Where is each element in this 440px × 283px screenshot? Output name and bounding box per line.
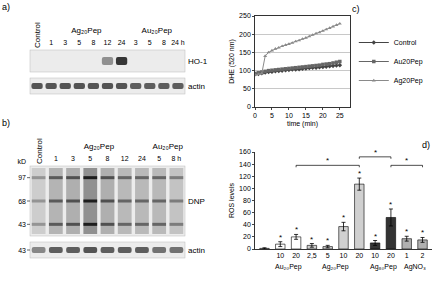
svg-text:1: 1: [49, 39, 53, 46]
svg-text:DHE (520 nm): DHE (520 nm): [228, 39, 236, 84]
svg-text:AgNO₃: AgNO₃: [404, 263, 426, 271]
svg-text:50: 50: [243, 85, 251, 92]
svg-text:*: *: [279, 233, 282, 242]
svg-text:5: 5: [326, 252, 330, 259]
svg-text:12: 12: [104, 39, 112, 46]
svg-text:Control: Control: [394, 39, 417, 46]
svg-text:150: 150: [239, 49, 251, 56]
svg-text:97: 97: [18, 174, 26, 181]
svg-text:actin: actin: [188, 246, 205, 255]
svg-text:0: 0: [247, 245, 251, 252]
svg-text:*: *: [310, 235, 313, 244]
svg-text:100: 100: [239, 185, 251, 192]
svg-text:Au20Pep: Au20Pep: [394, 58, 423, 66]
svg-text:20: 20: [243, 233, 251, 240]
svg-text:Control: Control: [33, 22, 42, 48]
svg-text:20: 20: [319, 112, 327, 119]
svg-text:60: 60: [243, 209, 251, 216]
svg-text:3: 3: [71, 155, 75, 162]
svg-text:5: 5: [88, 155, 92, 162]
svg-text:3: 3: [134, 39, 138, 46]
svg-text:43: 43: [18, 247, 26, 254]
svg-text:40: 40: [243, 221, 251, 228]
svg-text:80: 80: [243, 197, 251, 204]
svg-text:10: 10: [276, 252, 284, 259]
svg-text:HO-1: HO-1: [188, 57, 208, 66]
svg-text:Au₂₀Pep: Au₂₀Pep: [275, 263, 302, 271]
svg-text:200: 200: [239, 31, 251, 38]
svg-text:Control: Control: [35, 138, 44, 164]
svg-text:Au₂₀Pep: Au₂₀Pep: [142, 26, 173, 35]
svg-text:8: 8: [106, 155, 110, 162]
svg-text:24: 24: [138, 155, 146, 162]
svg-text:1: 1: [54, 155, 58, 162]
svg-text:2,5: 2,5: [307, 252, 317, 259]
svg-text:*: *: [342, 213, 345, 222]
svg-text:20: 20: [292, 252, 300, 259]
svg-text:20: 20: [355, 252, 363, 259]
svg-text:5: 5: [148, 39, 152, 46]
svg-text:0: 0: [253, 112, 257, 119]
svg-text:ROS levels: ROS levels: [228, 182, 235, 218]
svg-text:160: 160: [239, 148, 251, 155]
svg-text:*: *: [405, 227, 408, 236]
svg-text:*: *: [421, 228, 424, 237]
svg-text:*: *: [326, 236, 329, 245]
svg-text:*: *: [358, 169, 361, 178]
svg-text:b): b): [2, 118, 10, 128]
svg-text:8: 8: [162, 39, 166, 46]
svg-text:d): d): [422, 140, 430, 150]
svg-text:24 h: 24 h: [171, 39, 185, 46]
svg-text:10: 10: [285, 112, 293, 119]
svg-text:250: 250: [239, 12, 251, 19]
svg-text:Ag₂₀Pep: Ag₂₀Pep: [71, 26, 102, 35]
svg-text:43: 43: [18, 221, 26, 228]
svg-text:Ag₂₀Pep: Ag₂₀Pep: [322, 263, 349, 271]
svg-text:140: 140: [239, 161, 251, 168]
svg-text:*: *: [295, 225, 298, 234]
svg-text:kD: kD: [17, 158, 26, 165]
svg-text:Au₂₀Pep: Au₂₀Pep: [153, 142, 184, 151]
svg-text:68: 68: [18, 198, 26, 205]
svg-text:DNP: DNP: [188, 197, 205, 206]
svg-text:12: 12: [121, 155, 129, 162]
svg-text:*: *: [326, 156, 329, 165]
svg-text:c): c): [352, 4, 360, 14]
svg-text:10: 10: [340, 252, 348, 259]
svg-text:20: 20: [387, 252, 395, 259]
svg-text:actin: actin: [188, 82, 205, 91]
svg-text:5: 5: [77, 39, 81, 46]
svg-text:24: 24: [118, 39, 126, 46]
svg-text:*: *: [374, 148, 377, 157]
svg-text:2: 2: [421, 252, 425, 259]
svg-text:100: 100: [239, 67, 251, 74]
svg-text:8 h: 8 h: [172, 155, 182, 162]
svg-text:1: 1: [405, 252, 409, 259]
svg-text:10: 10: [371, 252, 379, 259]
svg-text:0: 0: [247, 103, 251, 110]
svg-text:120: 120: [239, 173, 251, 180]
svg-text:5: 5: [157, 155, 161, 162]
svg-text:5: 5: [270, 112, 274, 119]
svg-text:*: *: [389, 200, 392, 209]
svg-text:a): a): [2, 2, 10, 12]
svg-text:15: 15: [302, 112, 310, 119]
svg-text:*: *: [374, 232, 377, 241]
svg-text:Ag₈₀Pep: Ag₈₀Pep: [370, 263, 397, 271]
svg-text:Ag20Pep: Ag20Pep: [394, 77, 423, 85]
svg-text:8: 8: [91, 39, 95, 46]
svg-text:Ag₂₀Pep: Ag₂₀Pep: [84, 142, 115, 151]
svg-text:3: 3: [63, 39, 67, 46]
svg-text:*: *: [405, 156, 408, 165]
svg-text:time (min): time (min): [287, 120, 318, 128]
svg-text:25: 25: [336, 112, 344, 119]
